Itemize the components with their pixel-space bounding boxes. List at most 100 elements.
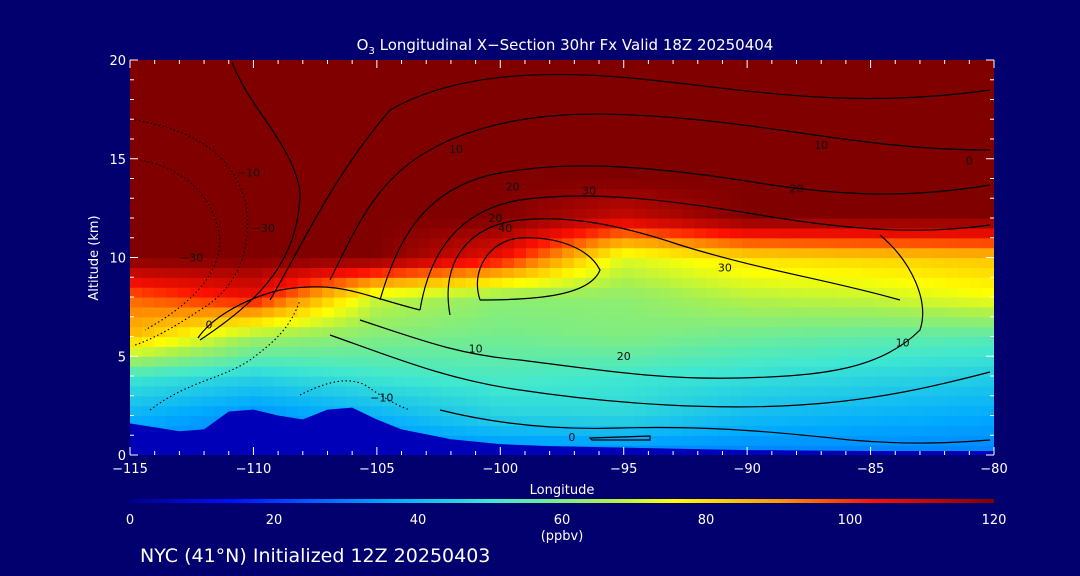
field-cell <box>178 208 191 219</box>
field-cell <box>526 277 539 288</box>
field-cell <box>658 188 671 199</box>
field-cell <box>514 395 527 407</box>
field-cell <box>838 109 851 120</box>
field-cell <box>754 139 767 150</box>
field-cell <box>370 376 383 387</box>
field-cell <box>658 89 671 101</box>
field-cell <box>310 247 323 259</box>
field-cell <box>754 287 767 298</box>
field-cell <box>670 79 683 91</box>
field-cell <box>358 306 371 318</box>
field-cell <box>550 89 563 101</box>
x-tick-label: −105 <box>359 462 395 477</box>
field-cell <box>922 60 935 71</box>
field-cell <box>238 227 251 239</box>
field-cell <box>178 60 191 71</box>
field-cell <box>346 60 359 71</box>
field-cell <box>286 366 299 377</box>
field-cell <box>742 257 755 268</box>
field-cell <box>910 376 923 387</box>
field-cell <box>370 326 383 338</box>
field-cell <box>766 267 779 278</box>
field-cell <box>418 336 431 347</box>
field-cell <box>286 376 299 387</box>
field-cell <box>658 227 671 239</box>
field-cell <box>910 69 923 81</box>
field-cell <box>130 79 143 91</box>
field-cell <box>574 158 587 170</box>
field-cell <box>922 356 935 367</box>
field-cell <box>790 218 803 229</box>
field-cell <box>814 267 827 278</box>
field-cell <box>226 376 239 387</box>
field-cell <box>718 247 731 259</box>
field-cell <box>358 218 371 229</box>
field-cell <box>142 287 155 298</box>
field-cell <box>754 306 767 318</box>
field-cell <box>442 79 455 91</box>
field-cell <box>982 148 994 160</box>
field-cell <box>610 168 623 180</box>
field-cell <box>310 129 323 140</box>
field-cell <box>262 168 275 180</box>
field-cell <box>766 79 779 91</box>
field-cell <box>538 366 551 377</box>
field-cell <box>658 356 671 367</box>
field-cell <box>514 237 527 249</box>
x-tick-label: −85 <box>857 462 884 477</box>
field-cell <box>178 356 191 367</box>
field-cell <box>778 297 791 308</box>
field-cell <box>958 218 971 229</box>
field-cell <box>358 385 371 397</box>
field-cell <box>526 306 539 318</box>
field-cell <box>214 139 227 150</box>
field-cell <box>634 336 647 347</box>
field-cell <box>142 79 155 91</box>
field-cell <box>394 336 407 347</box>
field-cell <box>610 385 623 397</box>
field-cell <box>322 168 335 180</box>
field-cell <box>526 316 539 328</box>
field-cell <box>826 178 839 189</box>
field-cell <box>802 316 815 328</box>
field-cell <box>478 247 491 259</box>
field-cell <box>706 227 719 239</box>
field-cell <box>190 218 203 229</box>
field-cell <box>730 89 743 101</box>
field-cell <box>754 69 767 81</box>
field-cell <box>358 267 371 278</box>
field-cell <box>778 237 791 249</box>
field-cell <box>202 69 215 81</box>
field-cell <box>430 109 443 120</box>
field-cell <box>502 139 515 150</box>
field-cell <box>886 376 899 387</box>
field-cell <box>754 366 767 377</box>
field-cell <box>346 178 359 189</box>
field-cell <box>838 247 851 259</box>
field-cell <box>430 297 443 308</box>
field-cell <box>262 385 275 397</box>
field-cell <box>910 445 923 455</box>
field-cell <box>610 60 623 71</box>
field-cell <box>466 109 479 120</box>
field-cell <box>970 168 983 180</box>
field-cell <box>598 376 611 387</box>
field-cell <box>682 158 695 170</box>
field-cell <box>802 445 815 455</box>
field-cell <box>778 405 791 417</box>
field-cell <box>214 257 227 268</box>
field-cell <box>862 237 875 249</box>
field-cell <box>274 316 287 328</box>
field-cell <box>670 198 683 209</box>
field-cell <box>250 109 263 120</box>
colorbar-tick-label: 80 <box>698 513 715 528</box>
field-cell <box>862 158 875 170</box>
field-cell <box>778 445 791 455</box>
field-cell <box>382 415 395 426</box>
field-cell <box>430 336 443 347</box>
field-cell <box>478 395 491 407</box>
field-cell <box>142 395 155 407</box>
field-cell <box>466 208 479 219</box>
field-cell <box>598 395 611 407</box>
field-cell <box>706 316 719 328</box>
